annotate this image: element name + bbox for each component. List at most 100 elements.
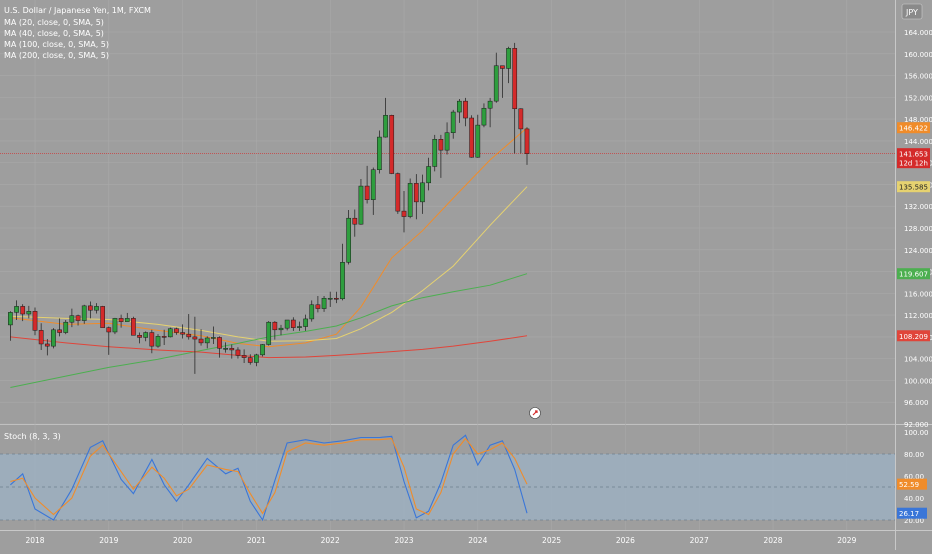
candle[interactable]	[487, 97, 493, 128]
candle[interactable]	[413, 174, 419, 220]
candle[interactable]	[309, 300, 315, 322]
candle[interactable]	[192, 316, 198, 374]
candle[interactable]	[20, 304, 26, 322]
candle[interactable]	[51, 328, 56, 349]
candle[interactable]	[321, 296, 327, 312]
candle[interactable]	[469, 115, 474, 158]
candle[interactable]	[334, 291, 339, 304]
candle[interactable]	[493, 52, 499, 103]
price-tick-label: 132.000	[904, 203, 932, 211]
candle[interactable]	[327, 291, 333, 307]
candle[interactable]	[100, 305, 106, 328]
candle[interactable]	[88, 301, 93, 319]
candle[interactable]	[94, 303, 99, 314]
candle[interactable]	[450, 109, 456, 139]
candle[interactable]	[260, 343, 265, 357]
candle[interactable]	[278, 324, 284, 336]
candle[interactable]	[420, 174, 425, 214]
ma-line	[10, 335, 528, 359]
legend-ma20[interactable]: MA (20, close, 0, SMA, 5)	[4, 18, 104, 27]
candle[interactable]	[407, 178, 413, 219]
time-tick-label: 2020	[173, 536, 192, 545]
candle[interactable]	[118, 314, 124, 328]
candle[interactable]	[303, 314, 308, 331]
candle[interactable]	[180, 324, 185, 339]
candle[interactable]	[198, 329, 204, 346]
candle[interactable]	[518, 108, 524, 154]
legend-ma200[interactable]: MA (200, close, 0, SMA, 5)	[4, 51, 109, 60]
candle[interactable]	[38, 323, 44, 350]
currency-button[interactable]: JPY	[901, 3, 923, 20]
candle[interactable]	[426, 157, 431, 191]
candle[interactable]	[346, 210, 351, 265]
candle[interactable]	[377, 130, 382, 174]
candle[interactable]	[32, 307, 38, 336]
candle[interactable]	[112, 317, 118, 335]
candle[interactable]	[370, 167, 376, 215]
candle[interactable]	[75, 314, 81, 326]
candle[interactable]	[389, 114, 395, 175]
candle[interactable]	[131, 316, 136, 336]
candle[interactable]	[14, 300, 19, 321]
candle[interactable]	[457, 98, 462, 123]
candle[interactable]	[149, 329, 155, 354]
candle[interactable]	[352, 209, 358, 237]
candle[interactable]	[438, 134, 444, 178]
candle[interactable]	[444, 122, 450, 155]
candle[interactable]	[340, 243, 345, 301]
candle[interactable]	[254, 353, 259, 367]
candle[interactable]	[247, 354, 253, 365]
candle[interactable]	[315, 296, 321, 313]
candle[interactable]	[81, 304, 87, 324]
candle[interactable]	[395, 172, 401, 214]
candle[interactable]	[155, 334, 161, 348]
candle[interactable]	[358, 179, 364, 225]
candle[interactable]	[8, 311, 13, 341]
candle[interactable]	[401, 190, 407, 233]
candle[interactable]	[186, 314, 192, 340]
candle[interactable]	[500, 65, 505, 98]
candle[interactable]	[204, 336, 210, 349]
candle[interactable]	[297, 321, 302, 331]
candle[interactable]	[217, 336, 222, 358]
candle[interactable]	[63, 320, 69, 335]
candle[interactable]	[432, 134, 438, 172]
candle[interactable]	[235, 347, 241, 359]
svg-text:108.209: 108.209	[899, 333, 928, 341]
candle[interactable]	[143, 331, 149, 342]
candle[interactable]	[463, 97, 468, 127]
candle[interactable]	[106, 326, 112, 355]
candle[interactable]	[167, 327, 173, 338]
candle[interactable]	[211, 326, 216, 344]
candle[interactable]	[284, 319, 290, 331]
candle[interactable]	[290, 317, 296, 331]
candle[interactable]	[481, 103, 487, 128]
candle[interactable]	[161, 329, 167, 346]
candle[interactable]	[137, 332, 142, 344]
cursor-icon[interactable]	[529, 407, 541, 419]
stoch-title[interactable]: Stoch (8, 3, 3)	[4, 432, 61, 441]
candle[interactable]	[475, 114, 481, 158]
candle[interactable]	[512, 42, 518, 154]
candle[interactable]	[364, 165, 370, 204]
candle[interactable]	[44, 339, 50, 356]
candle[interactable]	[223, 342, 229, 353]
candle[interactable]	[124, 312, 130, 322]
candle[interactable]	[174, 327, 179, 335]
candle[interactable]	[229, 344, 235, 359]
candle[interactable]	[506, 46, 511, 84]
candle[interactable]	[57, 318, 62, 337]
candle[interactable]	[69, 308, 75, 328]
candles[interactable]	[8, 42, 530, 374]
candle[interactable]	[241, 349, 247, 364]
candle[interactable]	[266, 321, 272, 346]
candle[interactable]	[383, 97, 388, 138]
legend-ma100[interactable]: MA (100, close, 0, SMA, 5)	[4, 40, 109, 49]
candle[interactable]	[26, 305, 32, 319]
stoch-line	[10, 434, 528, 522]
candle[interactable]	[524, 127, 530, 165]
legend-ma40[interactable]: MA (40, close, 0, SMA, 5)	[4, 29, 104, 38]
candle[interactable]	[272, 321, 278, 340]
